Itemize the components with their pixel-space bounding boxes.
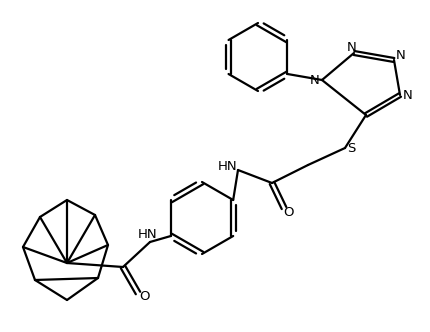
Text: O: O: [284, 207, 294, 219]
Text: N: N: [347, 41, 357, 53]
Text: N: N: [403, 89, 413, 102]
Text: N: N: [310, 73, 320, 87]
Text: S: S: [347, 141, 355, 154]
Text: O: O: [139, 290, 149, 303]
Text: HN: HN: [138, 228, 158, 241]
Text: N: N: [396, 48, 406, 61]
Text: HN: HN: [218, 159, 238, 173]
